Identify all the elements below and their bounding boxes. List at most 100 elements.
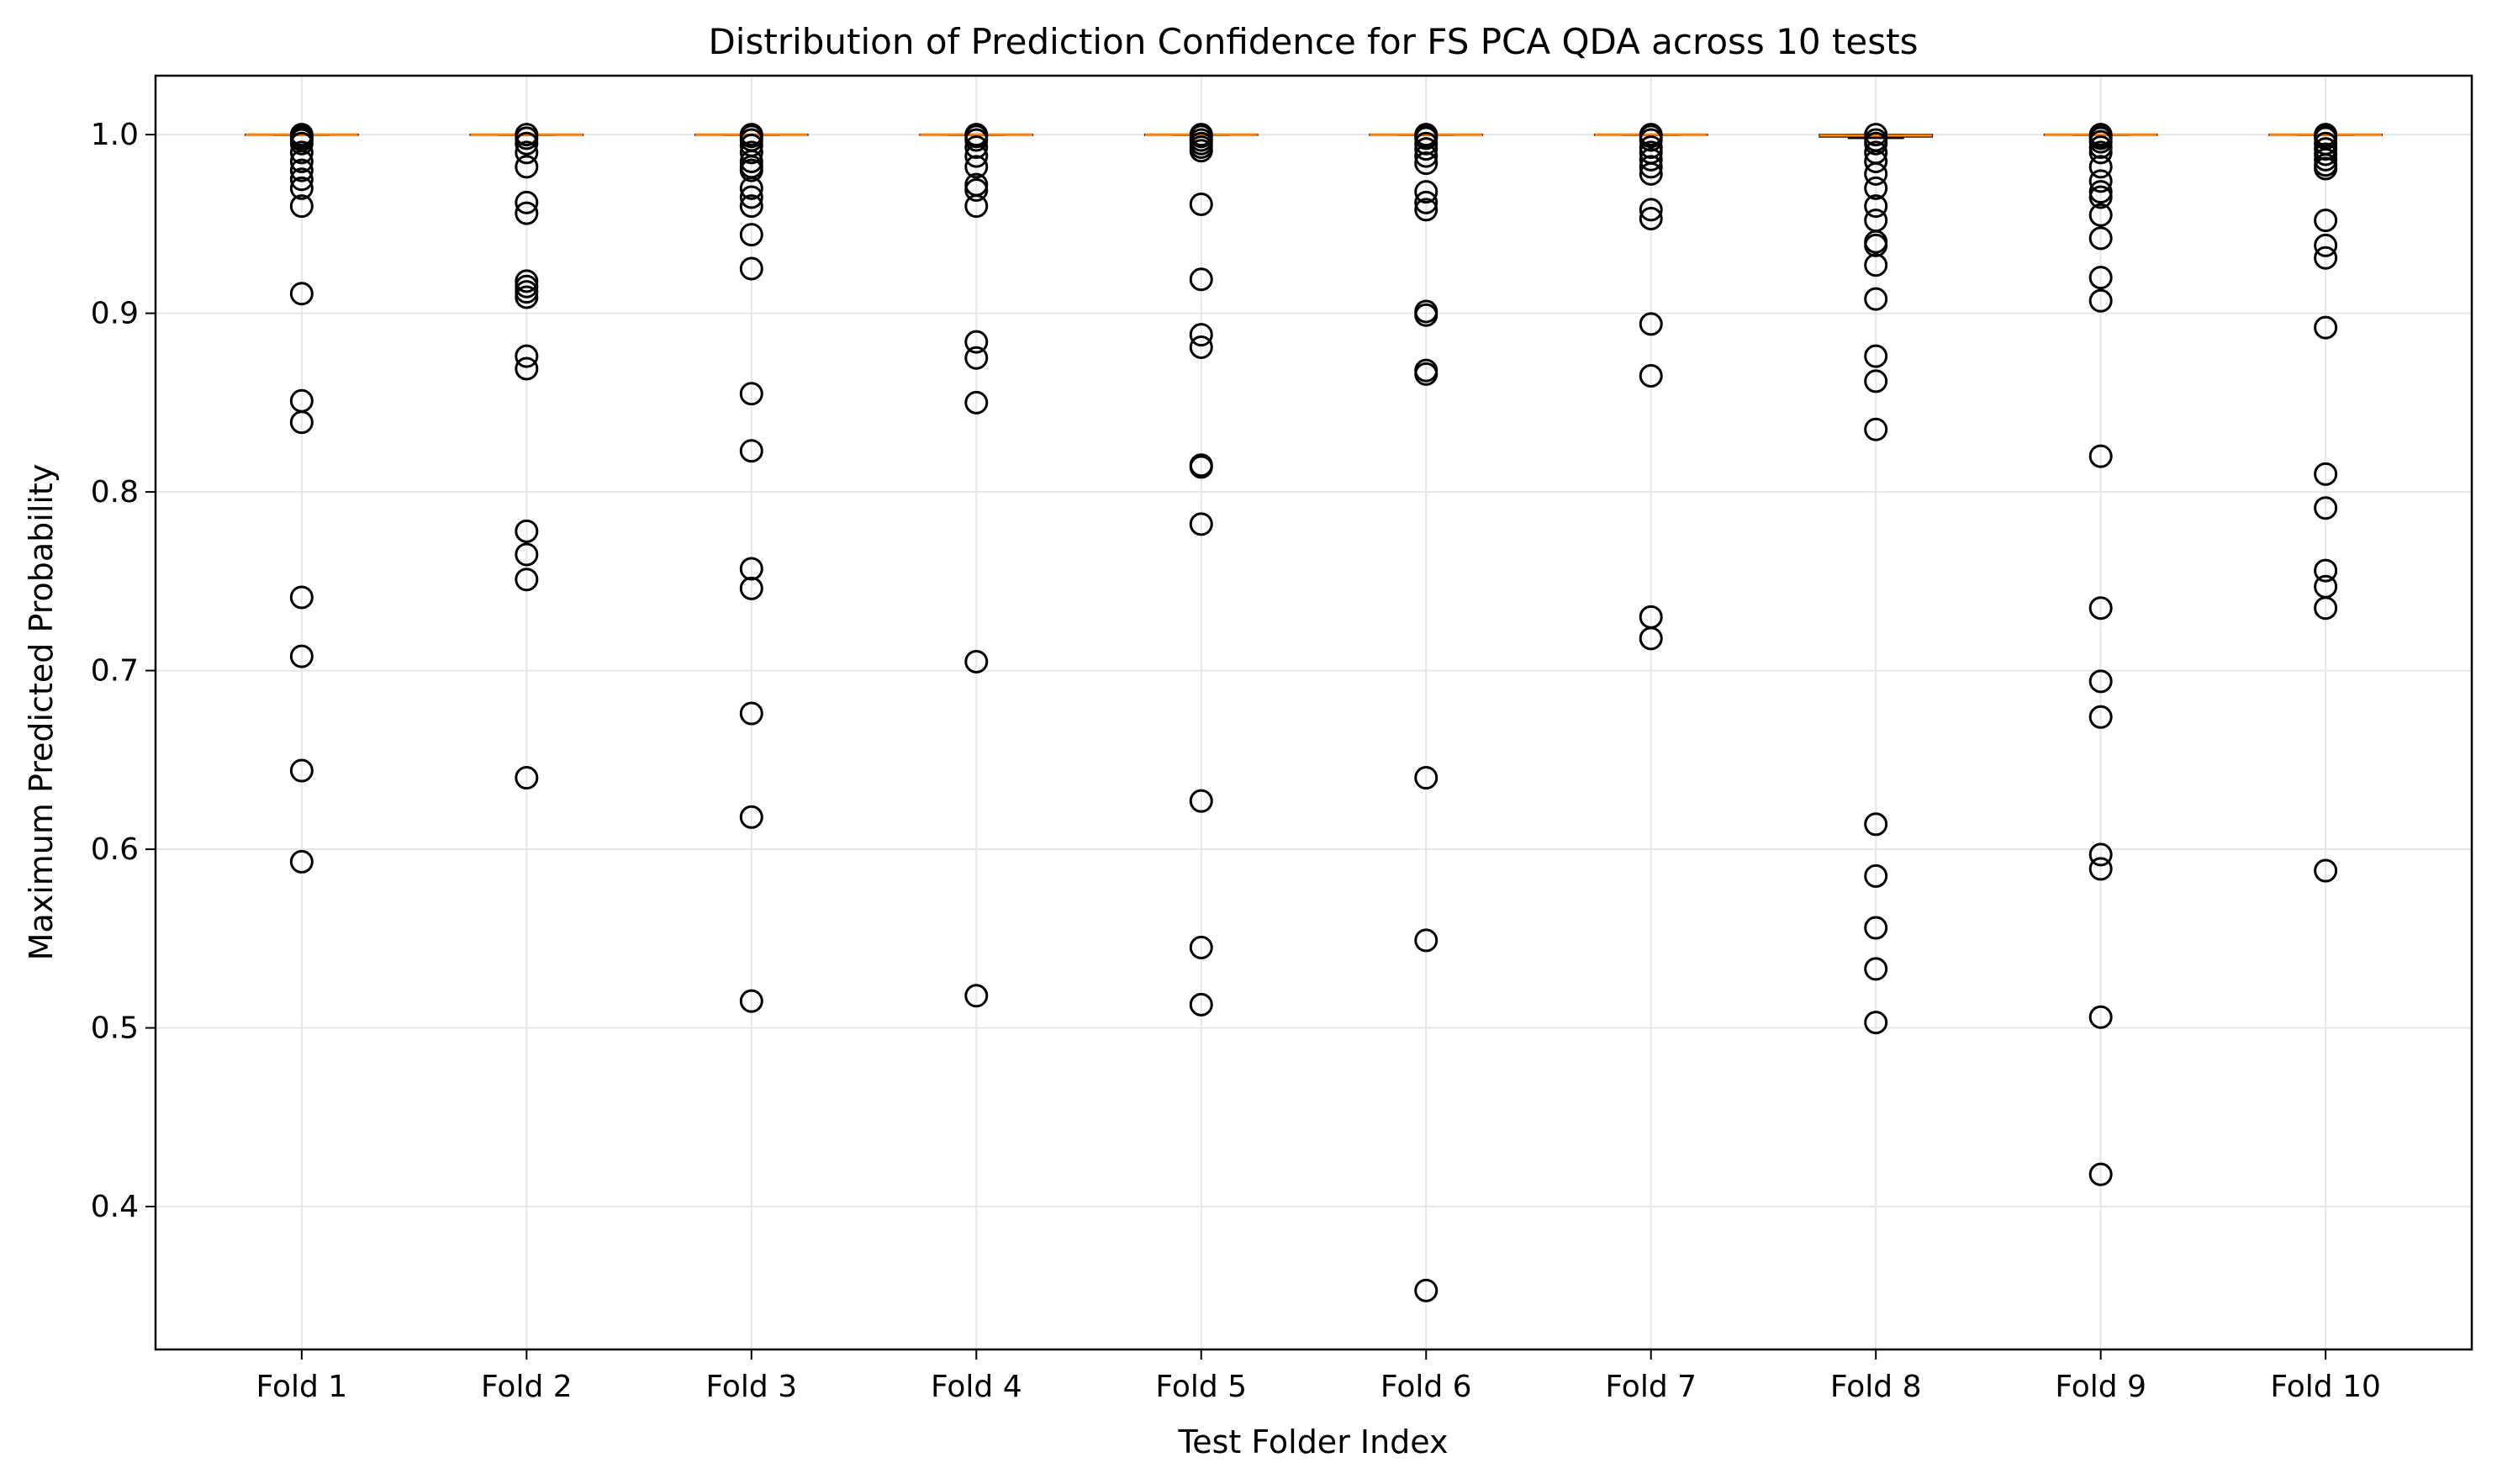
outlier-point — [1864, 161, 1888, 186]
outlier-point — [289, 410, 314, 435]
outlier-point — [1414, 137, 1439, 161]
outlier-point — [2314, 137, 2338, 161]
outlier-point — [1864, 344, 1888, 368]
outlier-point — [1189, 192, 1213, 216]
outlier-point — [964, 330, 989, 354]
outlier-point — [2088, 288, 2113, 313]
outlier-point — [289, 849, 314, 874]
outlier-point — [2314, 233, 2338, 257]
outlier-point — [739, 382, 763, 406]
outlier-point — [1639, 198, 1663, 222]
outlier-point — [1639, 135, 1663, 159]
x-tick-label: Fold 5 — [1155, 1370, 1247, 1404]
x-tick-label: Fold 6 — [1380, 1370, 1472, 1404]
outlier-point — [1864, 287, 1888, 311]
outlier-point — [289, 758, 314, 783]
outlier-point — [2314, 596, 2338, 621]
outlier-point — [964, 346, 989, 370]
outlier-point — [289, 140, 314, 165]
outlier-point — [739, 185, 763, 209]
outlier-point — [515, 542, 539, 567]
box-series — [244, 133, 2384, 140]
outlier-point — [1189, 323, 1213, 347]
outlier-point — [739, 158, 763, 182]
outlier-point — [1864, 176, 1888, 200]
x-tick-label: Fold 8 — [1830, 1370, 1922, 1404]
plot-frame — [154, 74, 2473, 1351]
outlier-point — [515, 344, 539, 368]
outlier-point — [1639, 147, 1663, 172]
outlier-point — [1414, 198, 1439, 222]
y-axis-label: Maximum Predicted Probability — [23, 464, 60, 961]
outlier-point — [289, 131, 314, 156]
outlier-point — [2314, 315, 2338, 340]
y-tick-label: 0.6 — [91, 832, 139, 867]
outlier-point — [2088, 857, 2113, 881]
x-axis-ticks: Fold 1 Fold 2 Fold 3 Fold 4 Fold 5 Fold 6 Fold… — [256, 1349, 2381, 1404]
outlier-point — [739, 557, 763, 581]
outlier-point — [1864, 131, 1888, 156]
outlier-point — [1414, 303, 1439, 327]
outlier-point — [289, 176, 314, 200]
outlier-point — [1864, 863, 1888, 888]
y-tick-label: 0.9 — [91, 297, 139, 331]
y-tick-label: 0.8 — [91, 475, 139, 510]
y-axis-ticks: 0.4 0.5 0.6 0.7 0.8 0.9 1.0 — [91, 118, 156, 1224]
outlier-point — [515, 356, 539, 381]
outlier-point — [2088, 842, 2113, 867]
outlier-point — [1414, 1278, 1439, 1302]
outlier-point — [515, 155, 539, 179]
outlier-point — [515, 285, 539, 309]
outlier-point — [739, 140, 763, 165]
x-tick-label: Fold 4 — [931, 1370, 1022, 1404]
x-tick-label: Fold 1 — [256, 1370, 348, 1404]
outlier-point — [515, 280, 539, 304]
outlier-point — [964, 135, 989, 159]
outlier-point — [739, 805, 763, 829]
outlier-point — [289, 585, 314, 610]
outlier-point — [964, 155, 989, 179]
outlier-point — [739, 989, 763, 1013]
outlier-point — [2088, 169, 2113, 193]
outlier-point — [2314, 156, 2338, 181]
y-tick-label: 1.0 — [91, 118, 139, 152]
box-8 — [1819, 134, 1934, 140]
outlier-point — [1864, 369, 1888, 393]
outlier-point — [1864, 233, 1888, 257]
outlier-point — [289, 644, 314, 668]
outlier-point — [1864, 957, 1888, 981]
outlier-point — [964, 177, 989, 202]
x-tick-label: Fold 3 — [705, 1370, 797, 1404]
x-tick-label: Fold 10 — [2270, 1370, 2381, 1404]
outlier-point — [1864, 916, 1888, 940]
outlier-point — [1639, 161, 1663, 186]
outlier-point — [1414, 126, 1439, 151]
outlier-point — [1414, 144, 1439, 168]
outlier-point — [515, 766, 539, 790]
outlier-point — [739, 223, 763, 247]
outlier-point — [1189, 992, 1213, 1017]
outlier-point — [739, 439, 763, 463]
outlier-point — [1189, 789, 1213, 813]
outlier-point — [1639, 128, 1663, 152]
outlier-point — [2314, 147, 2338, 172]
y-tick-label: 0.7 — [91, 654, 139, 689]
outlier-point — [739, 194, 763, 219]
outlier-point — [515, 126, 539, 151]
outlier-point — [1414, 151, 1439, 176]
outlier-point — [1864, 194, 1888, 219]
outlier-point — [2314, 558, 2338, 583]
outlier-point — [1414, 766, 1439, 790]
outlier-point — [964, 144, 989, 168]
outlier-point — [1864, 149, 1888, 173]
outlier-point — [1189, 455, 1213, 479]
outlier-point — [2088, 135, 2113, 159]
outlier-point — [1639, 312, 1663, 336]
outlier-point — [2314, 462, 2338, 486]
outlier-point — [2088, 226, 2113, 251]
outlier-point — [2088, 266, 2113, 290]
grid-lines — [156, 76, 2472, 1349]
outlier-point — [515, 269, 539, 293]
outlier-point — [964, 194, 989, 219]
